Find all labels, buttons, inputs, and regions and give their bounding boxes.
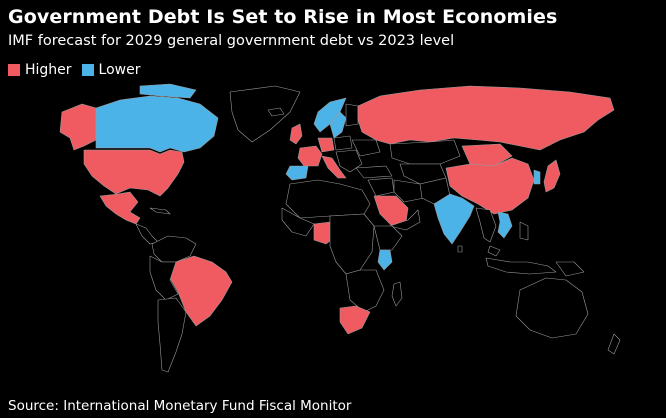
legend-swatch-lower bbox=[81, 64, 94, 76]
peru-bolivia bbox=[149, 255, 179, 301]
kazakhstan bbox=[389, 139, 461, 165]
greenland bbox=[229, 85, 301, 143]
poland bbox=[333, 135, 353, 151]
france bbox=[297, 145, 323, 167]
vietnam bbox=[497, 211, 513, 239]
central-africa bbox=[329, 213, 375, 275]
iraq-syria bbox=[367, 177, 395, 197]
malaysia bbox=[487, 245, 501, 257]
central-america bbox=[135, 223, 159, 245]
indonesia bbox=[485, 257, 557, 275]
legend: Higher Lower bbox=[8, 62, 151, 78]
myanmar-thailand bbox=[475, 207, 497, 243]
chart-title: Government Debt Is Set to Rise in Most E… bbox=[8, 6, 558, 28]
turkey bbox=[355, 165, 393, 179]
usa bbox=[83, 149, 185, 197]
mexico bbox=[99, 191, 141, 225]
canada-islands bbox=[139, 83, 197, 99]
italy bbox=[321, 155, 347, 179]
brazil bbox=[169, 255, 233, 327]
north-africa bbox=[285, 179, 371, 219]
colombia-venezuela bbox=[151, 235, 197, 263]
alaska bbox=[59, 103, 97, 151]
yemen-oman bbox=[389, 209, 421, 231]
sweden bbox=[329, 111, 347, 139]
spain-portugal bbox=[285, 165, 309, 181]
southern-africa bbox=[345, 269, 385, 313]
cuba bbox=[149, 207, 171, 215]
iceland bbox=[267, 107, 285, 117]
world-map bbox=[59, 83, 621, 373]
japan bbox=[543, 159, 561, 193]
mongolia bbox=[461, 143, 513, 167]
legend-swatch-higher bbox=[8, 64, 20, 76]
australia bbox=[515, 277, 589, 339]
legend-label-lower: Lower bbox=[98, 62, 141, 78]
sri-lanka bbox=[457, 245, 463, 253]
new-zealand bbox=[607, 333, 621, 355]
ethiopia-somalia bbox=[373, 225, 403, 251]
korea bbox=[533, 169, 541, 185]
philippines bbox=[519, 221, 529, 241]
russia bbox=[357, 85, 615, 151]
india bbox=[433, 193, 475, 245]
source-note: Source: International Monetary Fund Fisc… bbox=[8, 398, 352, 414]
legend-label-higher: Higher bbox=[25, 62, 72, 78]
ukraine bbox=[351, 139, 381, 157]
uk bbox=[289, 123, 303, 145]
finland bbox=[345, 103, 359, 127]
new-guinea bbox=[555, 261, 585, 277]
germany bbox=[317, 137, 335, 153]
kenya bbox=[377, 249, 393, 271]
argentina-chile bbox=[157, 297, 187, 373]
canada bbox=[95, 95, 219, 153]
west-africa bbox=[281, 207, 315, 237]
legend-item-higher: Higher bbox=[8, 62, 72, 78]
chart-subtitle: IMF forecast for 2029 general government… bbox=[8, 33, 455, 49]
china bbox=[445, 157, 535, 215]
legend-item-lower: Lower bbox=[81, 62, 141, 78]
madagascar bbox=[391, 281, 403, 307]
south-africa bbox=[339, 305, 371, 335]
